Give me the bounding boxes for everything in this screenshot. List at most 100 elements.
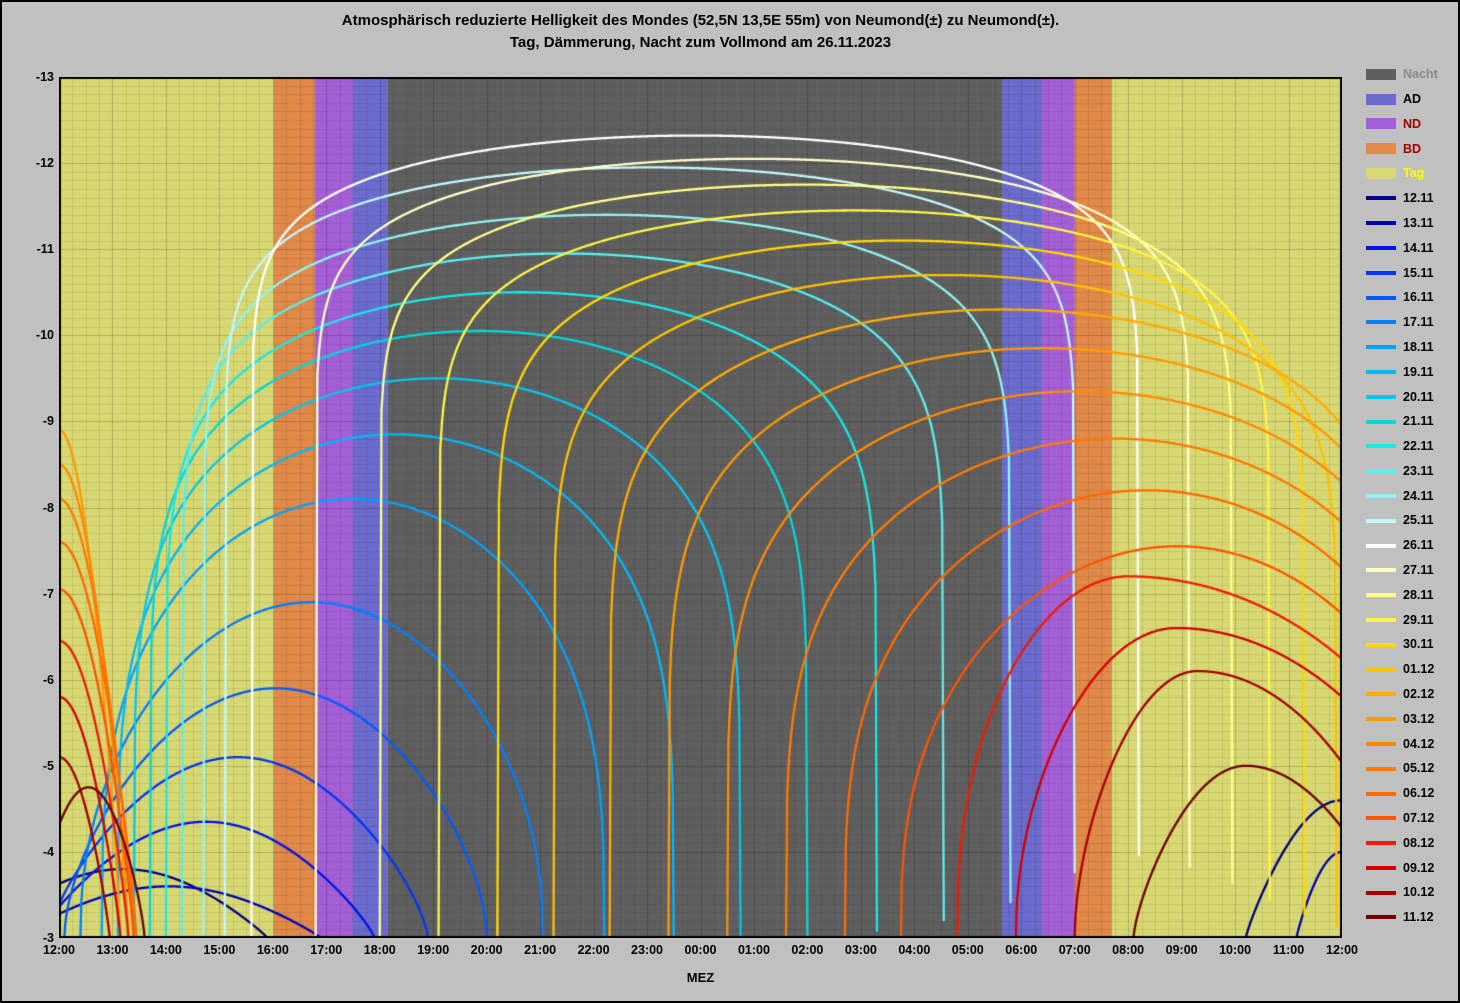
legend-label: 19.11 (1403, 364, 1434, 379)
plot-canvas (59, 77, 1342, 938)
legend-swatch (1366, 444, 1396, 449)
x-tick-label: 00:00 (684, 943, 717, 957)
x-tick-label: 10:00 (1219, 943, 1252, 957)
legend-label: 16.11 (1403, 290, 1434, 305)
legend-label: 08.12 (1403, 835, 1435, 850)
legend-item-01.12: 01.12 (1366, 657, 1458, 682)
x-tick-label: 06:00 (1005, 943, 1038, 957)
legend-item-21.11: 21.11 (1366, 409, 1458, 434)
legend-swatch (1366, 168, 1396, 180)
legend-swatch (1366, 493, 1396, 498)
x-tick-label: 12:00 (43, 943, 75, 957)
chart-title-line1: Atmosphärisch reduzierte Helligkeit des … (341, 12, 1060, 29)
legend-label: 13.11 (1403, 215, 1434, 230)
legend-item-03.12: 03.12 (1366, 707, 1458, 732)
legend-label: 12.11 (1403, 191, 1434, 206)
legend-item-04.12: 04.12 (1366, 732, 1458, 757)
legend-swatch (1366, 518, 1396, 523)
x-tick-label: 13:00 (96, 943, 129, 957)
legend-item-08.12: 08.12 (1366, 831, 1458, 856)
legend-label: 02.12 (1403, 687, 1435, 702)
y-tick-label: -12 (35, 156, 54, 171)
legend-item-20.11: 20.11 (1366, 384, 1458, 409)
legend-label: 23.11 (1403, 463, 1434, 478)
legend: Nacht AD ND BD Tag 12.11 13.11 14.11 15.11 16.11 1… (1366, 62, 1458, 930)
legend-item-26.11: 26.11 (1366, 533, 1458, 558)
legend-swatch (1366, 245, 1396, 250)
legend-label: 21.11 (1403, 414, 1434, 429)
legend-label: AD (1403, 91, 1422, 106)
legend-item-15.11: 15.11 (1366, 260, 1458, 285)
x-tick-label: 04:00 (898, 943, 931, 957)
x-tick-label: 19:00 (417, 943, 450, 957)
legend-item-27.11: 27.11 (1366, 558, 1458, 583)
x-tick-label: 20:00 (470, 943, 503, 957)
legend-label: BD (1403, 141, 1422, 156)
legend-item-22.11: 22.11 (1366, 434, 1458, 459)
legend-item-10.12: 10.12 (1366, 880, 1458, 905)
legend-item-14.11: 14.11 (1366, 236, 1458, 261)
legend-item-nacht: Nacht (1366, 62, 1458, 87)
legend-swatch (1366, 692, 1396, 697)
legend-swatch (1366, 295, 1396, 300)
legend-item-ad: AD (1366, 87, 1458, 112)
legend-label: Tag (1403, 166, 1425, 181)
y-tick-label: -6 (42, 672, 54, 687)
chart-title-line2: Tag, Dämmerung, Nacht zum Vollmond am 26… (509, 34, 892, 51)
y-tick-label: -11 (36, 242, 54, 257)
legend-swatch (1366, 841, 1396, 846)
legend-label: Nacht (1403, 67, 1438, 82)
legend-item-tag: Tag (1366, 161, 1458, 186)
legend-swatch (1366, 221, 1396, 226)
x-tick-label: 16:00 (256, 943, 289, 957)
legend-label: 01.12 (1403, 662, 1435, 677)
legend-swatch (1366, 617, 1396, 622)
legend-item-29.11: 29.11 (1366, 608, 1458, 633)
x-tick-label: 18:00 (363, 943, 396, 957)
x-tick-label: 17:00 (310, 943, 343, 957)
legend-swatch (1366, 642, 1396, 647)
legend-label: 06.12 (1403, 786, 1435, 801)
legend-item-24.11: 24.11 (1366, 484, 1458, 509)
legend-swatch (1366, 143, 1396, 155)
legend-item-13.11: 13.11 (1366, 211, 1458, 236)
legend-item-16.11: 16.11 (1366, 285, 1458, 310)
x-tick-label: 21:00 (524, 943, 557, 957)
legend-label: 30.11 (1403, 637, 1434, 652)
y-tick-label: -13 (35, 70, 54, 84)
x-tick-label: 02:00 (791, 943, 824, 957)
legend-swatch (1366, 345, 1396, 350)
x-tick-label: 01:00 (737, 943, 770, 957)
legend-item-17.11: 17.11 (1366, 310, 1458, 335)
legend-swatch (1366, 865, 1396, 870)
y-tick-label: -5 (42, 758, 54, 773)
y-tick-label: -8 (42, 500, 54, 515)
x-tick-label: 11:00 (1272, 943, 1305, 957)
legend-swatch (1366, 816, 1396, 821)
y-tick-label: -4 (42, 844, 54, 859)
x-tick-label: 07:00 (1058, 943, 1091, 957)
x-tick-label: 23:00 (631, 943, 664, 957)
legend-label: 26.11 (1403, 538, 1434, 553)
legend-swatch (1366, 118, 1396, 130)
legend-label: 05.12 (1403, 761, 1435, 776)
legend-swatch (1366, 593, 1396, 598)
y-tick-label: -3 (42, 931, 54, 945)
legend-item-nd: ND (1366, 112, 1458, 137)
x-tick-label: 09:00 (1165, 943, 1198, 957)
y-tick-label: -10 (35, 328, 54, 343)
legend-label: 03.12 (1403, 711, 1435, 726)
legend-item-18.11: 18.11 (1366, 335, 1458, 360)
x-tick-label: 14:00 (149, 943, 182, 957)
legend-item-28.11: 28.11 (1366, 583, 1458, 608)
y-tick-label: -9 (42, 414, 54, 429)
legend-swatch (1366, 369, 1396, 374)
legend-item-05.12: 05.12 (1366, 756, 1458, 781)
x-tick-label: 03:00 (844, 943, 877, 957)
legend-item-12.11: 12.11 (1366, 186, 1458, 211)
legend-swatch (1366, 270, 1396, 275)
legend-label: 20.11 (1403, 389, 1434, 404)
legend-swatch (1366, 568, 1396, 573)
legend-item-06.12: 06.12 (1366, 781, 1458, 806)
